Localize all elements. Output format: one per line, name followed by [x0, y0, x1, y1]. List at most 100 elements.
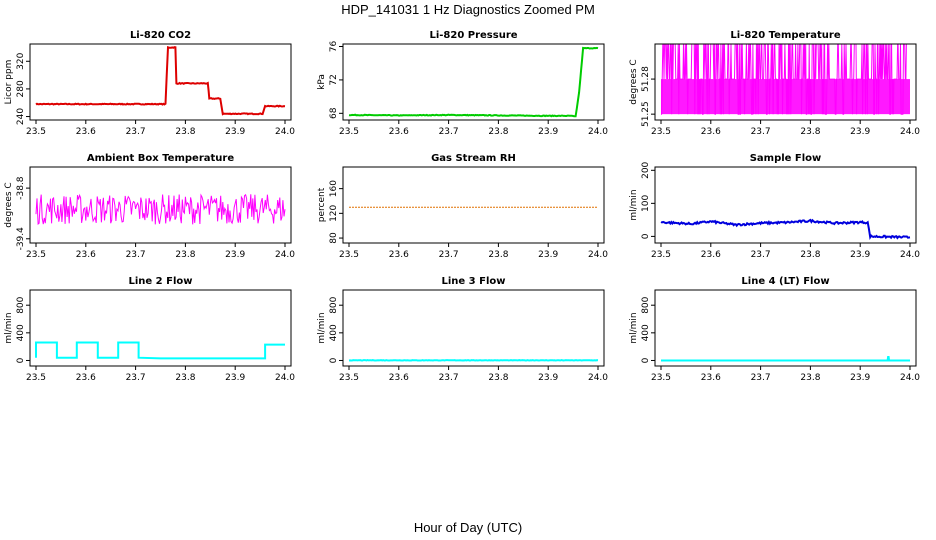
- x-tick-label: 23.7: [126, 127, 146, 137]
- panel-ylabel: kPa: [317, 74, 327, 90]
- x-tick-label: 23.5: [339, 373, 359, 383]
- data-series-line: [660, 218, 911, 241]
- plot-area: [348, 46, 599, 118]
- panel-title: Sample Flow: [750, 153, 822, 164]
- x-tick-label: 23.9: [225, 127, 245, 137]
- y-tick-label: 0: [329, 357, 339, 363]
- panel-title: Li-820 CO2: [130, 30, 191, 41]
- panel-title: Line 3 Flow: [442, 276, 506, 287]
- plot-frame: [29, 43, 292, 121]
- plot-frame: [342, 166, 605, 244]
- plot-area: [35, 341, 285, 360]
- x-tick-label: 23.8: [800, 373, 820, 383]
- panel-grid: Li-820 CO2 Licor ppm 23.5 23.6 23.7 23.8 23.9 2…: [4, 30, 920, 383]
- x-tick-label: 23.5: [339, 250, 359, 260]
- panel-ylabel: ml/min: [629, 189, 639, 220]
- y-tick-label: 80: [329, 232, 339, 244]
- x-tick-label: 23.5: [26, 373, 46, 383]
- x-tick-label: 23.7: [751, 127, 771, 137]
- y-tick-label: -38.8: [16, 176, 26, 200]
- y-tick-label: 320: [16, 52, 26, 69]
- x-tick-label: 23.6: [76, 127, 96, 137]
- chart-panel-5: Gas Stream RH percent 23.5 23.6 23.7 23.8 23.9…: [317, 153, 608, 260]
- x-tick-label: 23.9: [538, 373, 558, 383]
- y-tick-label: 76: [329, 41, 339, 53]
- y-tick-label: -39.4: [16, 227, 26, 251]
- x-tick-label: 23.5: [651, 373, 671, 383]
- x-tick-label: 23.6: [701, 250, 721, 260]
- x-tick-label: 23.6: [76, 250, 96, 260]
- x-tick-label: 23.9: [850, 250, 870, 260]
- plot-frame: [342, 43, 605, 121]
- x-tick-label: 23.6: [701, 373, 721, 383]
- x-tick-label: 23.5: [339, 127, 359, 137]
- x-tick-label: 23.9: [538, 250, 558, 260]
- panel-ylabel: ml/min: [4, 312, 14, 343]
- x-tick-label: 23.5: [651, 127, 671, 137]
- x-tick-label: 23.8: [800, 127, 820, 137]
- data-series-line: [35, 45, 286, 116]
- x-tick-label: 24.0: [900, 373, 920, 383]
- x-tick-label: 23.6: [701, 127, 721, 137]
- x-tick-label: 23.7: [439, 127, 459, 137]
- chart-panel-4: Ambient Box Temperature degrees C 23.5 23.6…: [4, 153, 295, 260]
- x-tick-label: 23.5: [26, 127, 46, 137]
- x-tick-label: 23.7: [751, 250, 771, 260]
- y-tick-label: 51.28: [641, 66, 651, 92]
- y-tick-label: 0: [16, 357, 26, 363]
- chart-panel-9: Line 4 (LT) Flow ml/min 23.5 23.6 23.7 23.8 23…: [629, 276, 920, 383]
- y-tick-label: 200: [641, 161, 651, 178]
- x-tick-label: 23.5: [26, 250, 46, 260]
- x-tick-label: 23.8: [175, 373, 195, 383]
- y-tick-label: 400: [329, 324, 339, 341]
- x-tick-label: 23.6: [389, 373, 409, 383]
- x-tick-label: 23.5: [651, 250, 671, 260]
- x-tick-label: 24.0: [900, 127, 920, 137]
- y-tick-label: 0: [641, 357, 651, 363]
- plot-area: [661, 356, 910, 362]
- x-tick-label: 23.6: [389, 127, 409, 137]
- x-tick-label: 23.9: [225, 250, 245, 260]
- y-tick-label: 51.25: [641, 101, 651, 127]
- chart-panel-8: Line 3 Flow ml/min 23.5 23.6 23.7 23.8 23.9 24.…: [317, 276, 608, 383]
- y-tick-label: 0: [641, 233, 651, 239]
- panel-title: Line 2 Flow: [129, 276, 193, 287]
- x-tick-label: 24.0: [900, 250, 920, 260]
- plot-area: [660, 218, 911, 241]
- plot-area: [35, 45, 286, 116]
- y-tick-label: 400: [641, 324, 651, 341]
- plot-frame: [654, 43, 917, 121]
- chart-panel-2: Li-820 Pressure kPa 23.5 23.6 23.7 23.8 23.9 24…: [317, 30, 608, 137]
- figure-xlabel: Hour of Day (UTC): [414, 520, 522, 535]
- y-tick-label: 100: [641, 194, 651, 211]
- x-tick-label: 23.9: [850, 373, 870, 383]
- figure-title: HDP_141031 1 Hz Diagnostics Zoomed PM: [341, 2, 595, 17]
- plot-frame: [342, 289, 605, 367]
- chart-panel-6: Sample Flow ml/min 23.5 23.6 23.7 23.8 23.9 24.…: [629, 153, 920, 260]
- x-tick-label: 24.0: [275, 127, 295, 137]
- panel-title: Li-820 Temperature: [730, 30, 840, 41]
- data-series-line: [35, 193, 286, 226]
- data-series-line: [661, 356, 910, 362]
- plot-area: [661, 44, 910, 115]
- x-tick-label: 23.7: [126, 373, 146, 383]
- x-tick-label: 23.9: [538, 127, 558, 137]
- panel-ylabel: percent: [317, 187, 327, 222]
- y-tick-label: 800: [329, 296, 339, 313]
- panel-ylabel: degrees C: [629, 59, 639, 104]
- x-tick-label: 23.9: [850, 127, 870, 137]
- x-tick-label: 23.6: [76, 373, 96, 383]
- y-tick-label: 72: [329, 74, 339, 85]
- plot-frame: [654, 289, 917, 367]
- y-tick-label: 240: [16, 108, 26, 125]
- x-tick-label: 23.6: [389, 250, 409, 260]
- x-tick-label: 24.0: [588, 250, 608, 260]
- y-tick-label: 400: [16, 324, 26, 341]
- panel-ylabel: ml/min: [629, 312, 639, 343]
- plot-area: [35, 193, 286, 226]
- panel-ylabel: Licor ppm: [4, 60, 14, 105]
- data-series-line: [35, 341, 285, 360]
- y-tick-label: 120: [329, 204, 339, 221]
- chart-panel-7: Line 2 Flow ml/min 23.5 23.6 23.7 23.8 23.9 24.…: [4, 276, 295, 383]
